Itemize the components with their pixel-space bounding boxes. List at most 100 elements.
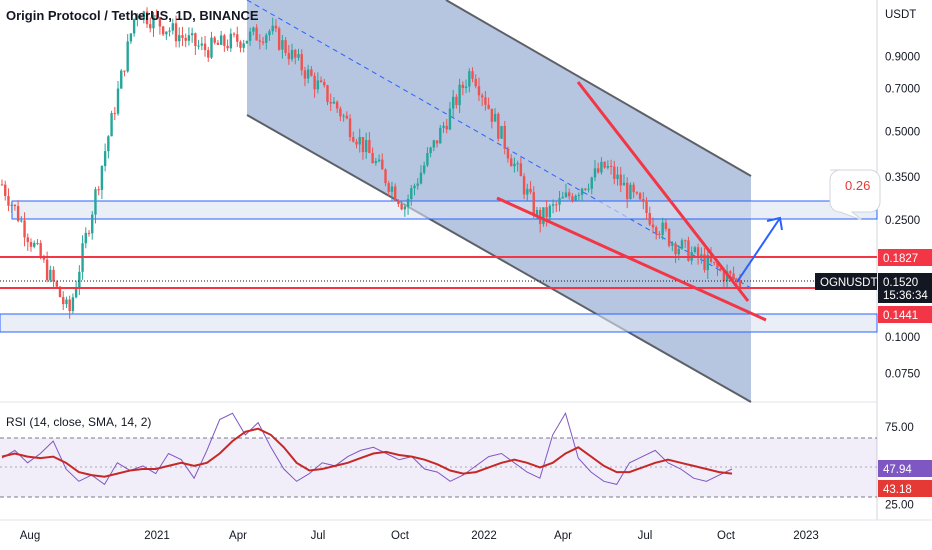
candle	[258, 34, 262, 50]
candle	[113, 106, 116, 121]
candle	[142, 10, 145, 24]
tag-lower-level: 0.1441	[878, 306, 932, 323]
candle	[422, 161, 426, 175]
candle	[197, 39, 200, 50]
candle	[274, 18, 278, 33]
candle	[348, 114, 352, 142]
candle	[419, 165, 423, 185]
candle	[352, 131, 355, 143]
candle	[464, 79, 468, 94]
candle	[390, 181, 394, 201]
candle	[306, 64, 310, 84]
candle	[561, 191, 564, 199]
candle	[577, 192, 581, 201]
candle	[100, 165, 104, 200]
candle	[194, 32, 197, 55]
time-tick-8: Oct	[717, 530, 736, 542]
candle	[487, 97, 490, 110]
candle	[542, 207, 545, 227]
svg-text:47.94: 47.94	[883, 464, 912, 476]
time-tick-0: Aug	[20, 530, 40, 542]
candle	[664, 219, 668, 232]
time-tick-1: 2021	[144, 530, 170, 542]
wedge-lower-line	[496, 196, 767, 322]
rsi-axis-ticks: 75.00 25.00	[885, 422, 914, 511]
candle	[622, 174, 626, 186]
candle	[116, 81, 120, 116]
candle	[316, 72, 320, 94]
tag-rsi-sma: 43.18	[878, 480, 932, 497]
candle	[123, 70, 126, 77]
candle	[655, 225, 658, 240]
price-tick-4: 0.2500	[885, 215, 920, 227]
candle	[248, 27, 252, 46]
candle	[36, 239, 39, 246]
candle	[74, 280, 78, 299]
candle	[200, 36, 204, 51]
candle	[0, 179, 4, 186]
candle	[223, 33, 226, 52]
candle	[516, 160, 519, 172]
candle	[319, 76, 323, 83]
candle	[326, 84, 329, 106]
candle	[651, 217, 655, 234]
candle	[680, 238, 684, 250]
candle	[219, 30, 223, 46]
time-tick-3: Jul	[311, 530, 326, 542]
price-tick-0: 0.9000	[885, 51, 920, 63]
candle	[529, 181, 532, 195]
time-tick-9: 2023	[793, 530, 819, 542]
candle	[377, 154, 381, 163]
candle	[300, 49, 303, 76]
candle	[645, 197, 648, 220]
candle	[432, 139, 436, 152]
candle	[484, 91, 487, 111]
candle	[629, 182, 632, 200]
candle	[78, 265, 81, 296]
candle	[381, 153, 384, 170]
candle	[567, 188, 571, 200]
candle	[532, 186, 535, 219]
candle	[49, 265, 52, 283]
candle	[526, 183, 529, 202]
target-callout: 0.26	[829, 169, 881, 221]
candle	[13, 204, 17, 211]
candle	[480, 93, 484, 107]
candle	[184, 33, 187, 48]
time-axis-ticks: Aug 2021 Apr Jul Oct 2022 Apr Jul Oct 2023	[20, 530, 819, 542]
candle	[145, 7, 149, 28]
svg-text:0.1441: 0.1441	[883, 310, 918, 322]
candle	[103, 143, 107, 172]
candle	[207, 46, 210, 62]
candle	[558, 191, 561, 212]
candle	[268, 29, 271, 41]
candle	[448, 101, 452, 131]
time-tick-2: Apr	[229, 530, 247, 542]
candle	[658, 231, 661, 239]
candle	[693, 245, 697, 254]
candle	[132, 18, 136, 37]
price-axis-ticks: 0.9000 0.7000 0.5000 0.3500 0.2500 0.1000 0.07…	[885, 51, 920, 380]
wedge-upper-line	[576, 81, 750, 302]
candle	[284, 37, 287, 56]
candle	[564, 183, 568, 199]
candle	[213, 36, 216, 45]
candle	[468, 68, 471, 93]
candle	[603, 161, 606, 169]
candle	[638, 191, 642, 201]
candle	[265, 33, 268, 50]
candle	[522, 173, 526, 200]
candle	[10, 202, 13, 213]
candle	[120, 69, 123, 89]
candle	[281, 34, 284, 59]
candle	[471, 67, 474, 83]
candle	[584, 188, 587, 191]
candle	[178, 27, 181, 48]
candle	[397, 199, 400, 207]
svg-text:15:36:34: 15:36:34	[883, 290, 928, 302]
candle	[490, 108, 494, 129]
candle	[635, 191, 639, 196]
candle	[345, 111, 349, 120]
candle	[4, 180, 7, 201]
